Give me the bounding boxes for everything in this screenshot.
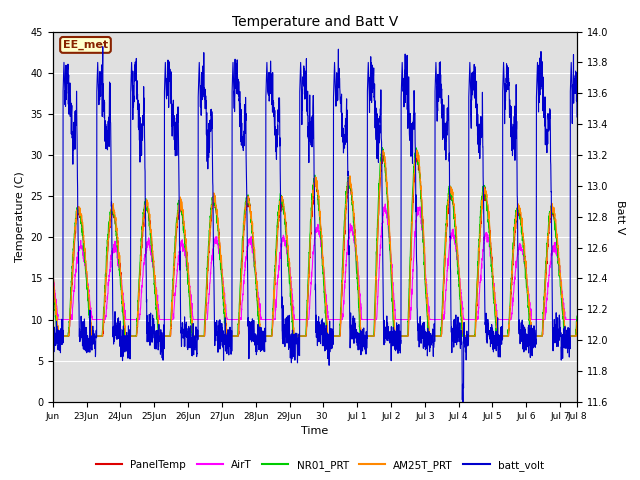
X-axis label: Time: Time bbox=[301, 426, 328, 436]
Legend: PanelTemp, AirT, NR01_PRT, AM25T_PRT, batt_volt: PanelTemp, AirT, NR01_PRT, AM25T_PRT, ba… bbox=[92, 456, 548, 475]
Y-axis label: Temperature (C): Temperature (C) bbox=[15, 171, 25, 262]
Title: Temperature and Batt V: Temperature and Batt V bbox=[232, 15, 398, 29]
Text: EE_met: EE_met bbox=[63, 40, 108, 50]
Y-axis label: Batt V: Batt V bbox=[615, 200, 625, 234]
